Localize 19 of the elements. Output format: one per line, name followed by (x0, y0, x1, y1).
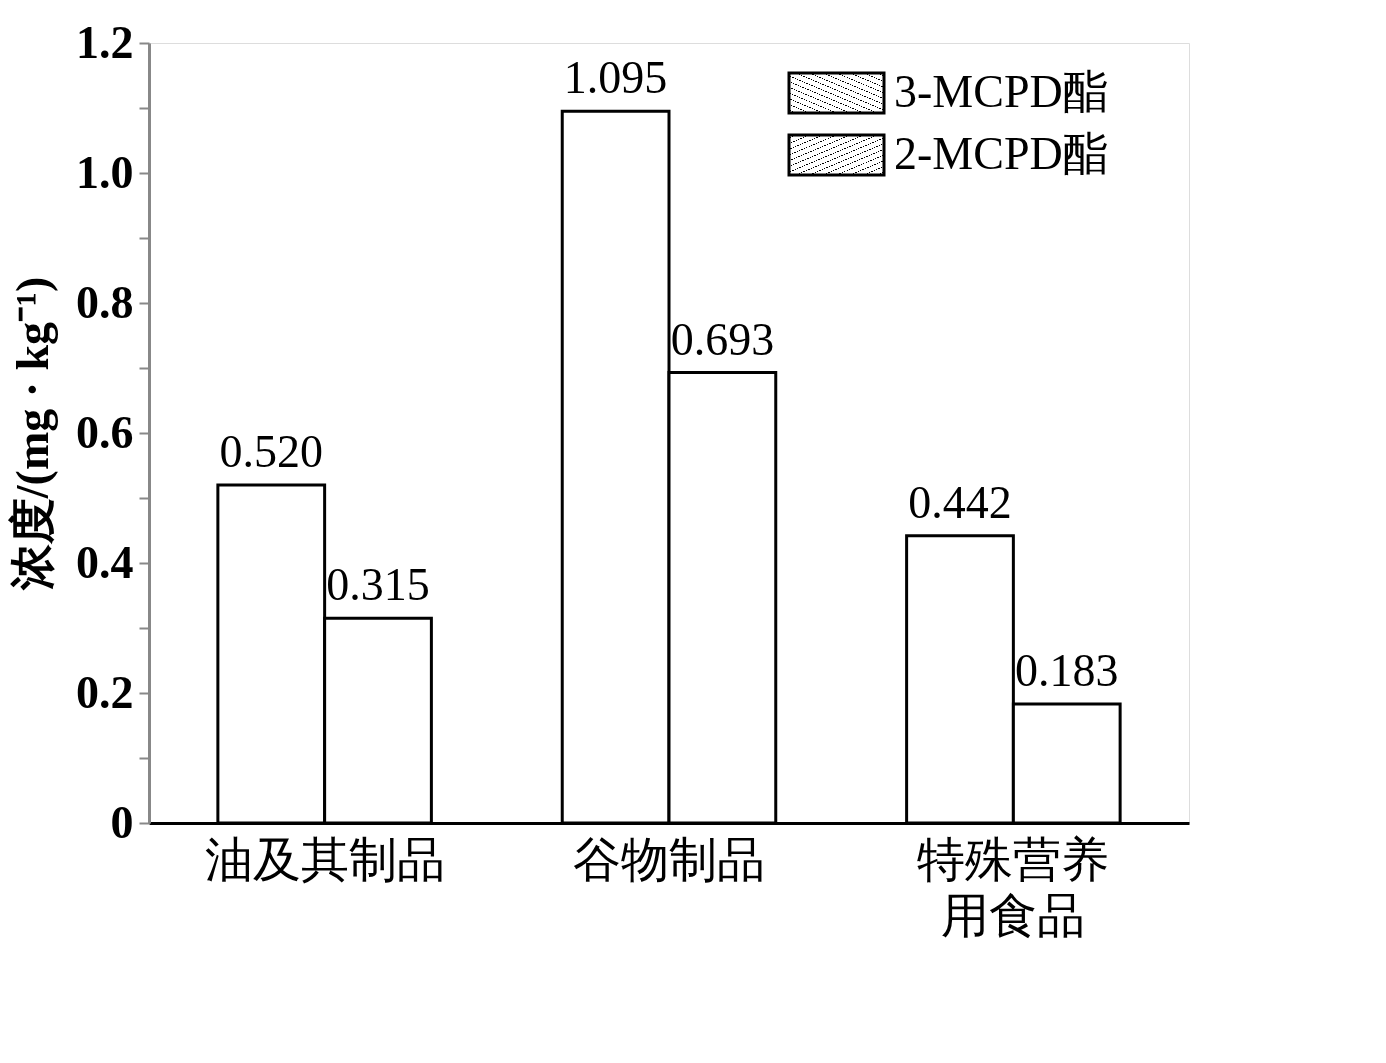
y-tick-label: 0.2 (76, 666, 134, 718)
data-label: 0.520 (219, 426, 323, 477)
y-tick-label: 1.0 (76, 146, 134, 198)
y-tick-label: 0.6 (76, 406, 134, 458)
x-tick-label: 谷物制品 (573, 832, 765, 886)
y-tick-label: 0.4 (76, 536, 134, 588)
y-tick-label: 1.2 (76, 16, 134, 68)
data-label: 0.315 (326, 559, 430, 611)
data-label: 1.095 (563, 52, 668, 104)
x-tick-label: 特殊营养用食品 (917, 832, 1110, 942)
legend-label: 3-MCPD酯 (894, 66, 1109, 117)
y-axis-title: 浓度/(mg · kg⁻¹) (7, 276, 58, 592)
y-tick-label: 0.8 (76, 276, 134, 328)
data-label: 0.442 (908, 476, 1012, 528)
data-label: 0.693 (670, 313, 775, 365)
x-tick-label: 油及其制品 (204, 832, 445, 886)
data-label: 0.183 (1015, 645, 1119, 697)
legend-label: 2-MCPD酯 (894, 128, 1109, 179)
y-tick-label: 0 (110, 796, 134, 848)
